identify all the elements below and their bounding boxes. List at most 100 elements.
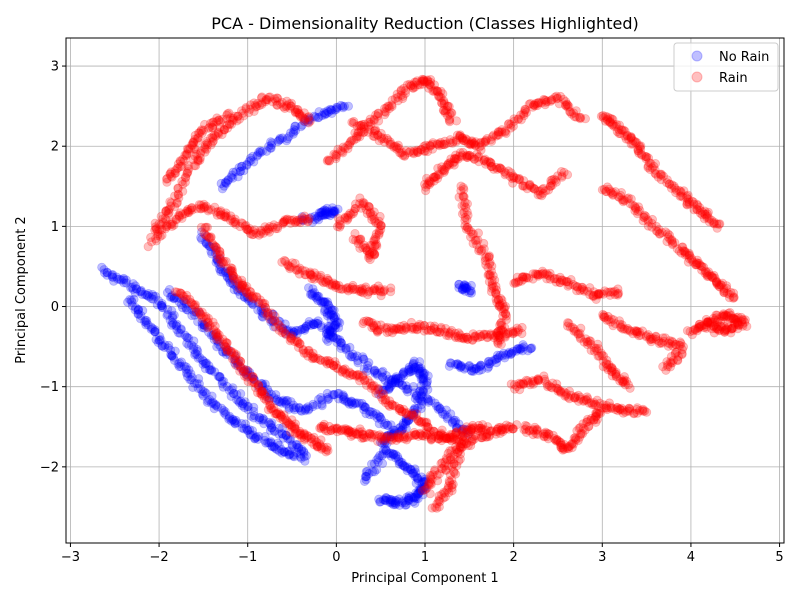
data-point — [197, 389, 207, 399]
data-point — [350, 229, 360, 239]
data-point — [299, 448, 309, 458]
data-point — [194, 307, 204, 317]
data-point — [372, 413, 382, 423]
data-point — [215, 253, 225, 263]
data-point — [184, 365, 194, 375]
data-point — [197, 317, 207, 327]
data-point — [280, 447, 290, 457]
data-point — [232, 418, 242, 428]
data-point — [193, 353, 203, 363]
data-point — [233, 361, 243, 371]
data-point — [157, 300, 167, 311]
data-point — [386, 283, 396, 293]
data-point — [209, 403, 219, 414]
data-point — [229, 388, 239, 399]
data-point — [198, 391, 208, 401]
data-point — [346, 398, 356, 408]
data-point — [382, 420, 392, 430]
data-point — [174, 328, 184, 338]
data-point — [179, 296, 189, 307]
data-point — [241, 365, 251, 375]
data-point — [340, 396, 350, 406]
data-point — [286, 397, 296, 407]
data-point — [224, 411, 235, 421]
data-point — [233, 396, 244, 406]
data-point — [165, 292, 176, 302]
data-point — [187, 340, 197, 350]
data-point — [212, 255, 222, 265]
data-point — [327, 390, 338, 400]
data-point — [131, 284, 142, 294]
data-point — [274, 446, 284, 456]
data-point — [280, 397, 290, 407]
data-point — [251, 433, 261, 443]
data-point — [202, 238, 212, 248]
y-tick-label: −1 — [40, 380, 59, 395]
data-point — [266, 420, 276, 430]
data-point — [195, 352, 205, 363]
data-point — [265, 425, 275, 435]
legend-label-no-rain: No Rain — [719, 50, 769, 65]
data-point — [126, 283, 136, 293]
data-point — [277, 429, 288, 439]
data-point — [323, 394, 333, 405]
data-point — [229, 416, 239, 426]
data-point — [194, 379, 204, 389]
data-point — [181, 304, 192, 315]
data-point — [224, 385, 234, 395]
data-point — [258, 413, 268, 424]
data-point — [234, 397, 244, 408]
data-point — [282, 395, 292, 406]
data-point — [329, 390, 339, 400]
data-point — [213, 336, 223, 347]
data-point — [200, 363, 210, 374]
x-tick-label: −3 — [61, 550, 80, 565]
data-point — [285, 434, 296, 444]
data-point — [374, 419, 384, 429]
data-point — [214, 339, 224, 349]
data-point — [188, 382, 198, 392]
data-point — [116, 275, 126, 285]
data-point — [294, 442, 304, 452]
y-tick-label: 0 — [51, 300, 59, 315]
data-point — [157, 341, 167, 351]
data-point — [206, 366, 217, 376]
data-point — [162, 287, 173, 298]
data-point — [239, 366, 249, 376]
data-point — [119, 275, 129, 285]
data-point — [230, 355, 240, 365]
data-point — [163, 304, 173, 314]
legend-label-rain: Rain — [719, 71, 748, 86]
data-point — [358, 401, 368, 411]
data-point — [167, 351, 177, 361]
data-point — [216, 261, 226, 272]
data-point — [231, 356, 241, 366]
data-point — [595, 407, 605, 417]
y-tick-label: 3 — [51, 60, 59, 75]
data-point — [142, 290, 152, 300]
chart-title: PCA - Dimensionality Reduction (Classes … — [211, 14, 638, 33]
data-point — [125, 294, 135, 305]
data-point — [186, 375, 196, 385]
data-point — [133, 304, 144, 315]
data-point — [108, 270, 118, 280]
data-point — [224, 413, 234, 423]
data-point — [477, 420, 488, 430]
data-point — [259, 385, 269, 396]
data-point — [198, 359, 208, 369]
data-point — [201, 232, 211, 242]
data-point — [176, 324, 186, 334]
data-point — [277, 396, 288, 406]
data-point — [157, 301, 167, 311]
data-point — [294, 402, 304, 413]
data-point — [245, 425, 255, 435]
data-point — [249, 411, 260, 421]
data-point — [128, 279, 138, 289]
data-point — [190, 310, 200, 320]
data-point — [168, 352, 178, 362]
data-point — [225, 350, 235, 360]
data-point — [359, 402, 369, 412]
data-point — [140, 315, 150, 325]
data-point — [266, 437, 276, 447]
data-point — [169, 294, 179, 304]
